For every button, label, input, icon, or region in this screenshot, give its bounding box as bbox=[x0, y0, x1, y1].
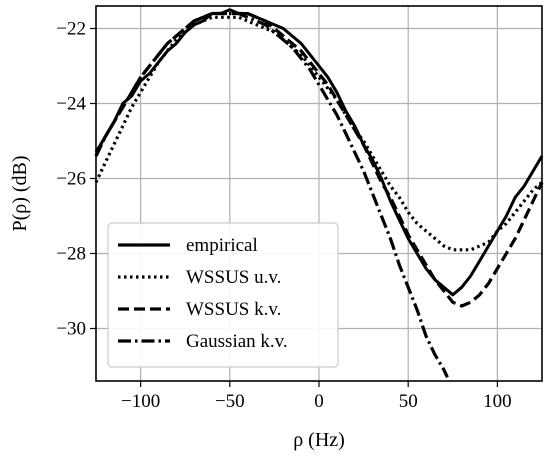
legend-label: WSSUS k.v. bbox=[186, 299, 281, 320]
y-tick-label: −26 bbox=[56, 169, 86, 190]
series-gaussian-k-v-line bbox=[94, 11, 449, 378]
x-axis-title: ρ (Hz) bbox=[293, 429, 345, 451]
x-tick-label: 50 bbox=[399, 391, 418, 412]
series-empirical-line bbox=[94, 8, 544, 297]
x-tick-label: −50 bbox=[215, 391, 245, 412]
y-tick-label: −28 bbox=[56, 244, 86, 265]
legend-label: WSSUS u.v. bbox=[186, 267, 281, 288]
legend-label: empirical bbox=[186, 235, 258, 256]
x-tick-label: −100 bbox=[121, 391, 160, 412]
legend-label: Gaussian k.v. bbox=[186, 331, 288, 352]
x-tick-label: 100 bbox=[483, 391, 512, 412]
y-axis: −22 −24 −26 −28 −30 bbox=[56, 19, 96, 340]
series-wssus-u-v-line bbox=[94, 15, 544, 252]
y-tick-label: −24 bbox=[56, 94, 86, 115]
x-axis: −100 −50 0 50 100 bbox=[121, 381, 512, 412]
y-tick-label: −22 bbox=[56, 19, 86, 40]
y-axis-title: P(ρ) (dB) bbox=[9, 155, 31, 231]
legend: empirical WSSUS u.v. WSSUS k.v. Gaussian k.… bbox=[107, 222, 339, 368]
x-tick-label: 0 bbox=[314, 391, 324, 412]
legend-box bbox=[107, 222, 339, 368]
plot-series bbox=[94, 8, 544, 378]
series-wssus-k-v-line bbox=[94, 11, 544, 308]
y-tick-label: −30 bbox=[56, 319, 86, 340]
